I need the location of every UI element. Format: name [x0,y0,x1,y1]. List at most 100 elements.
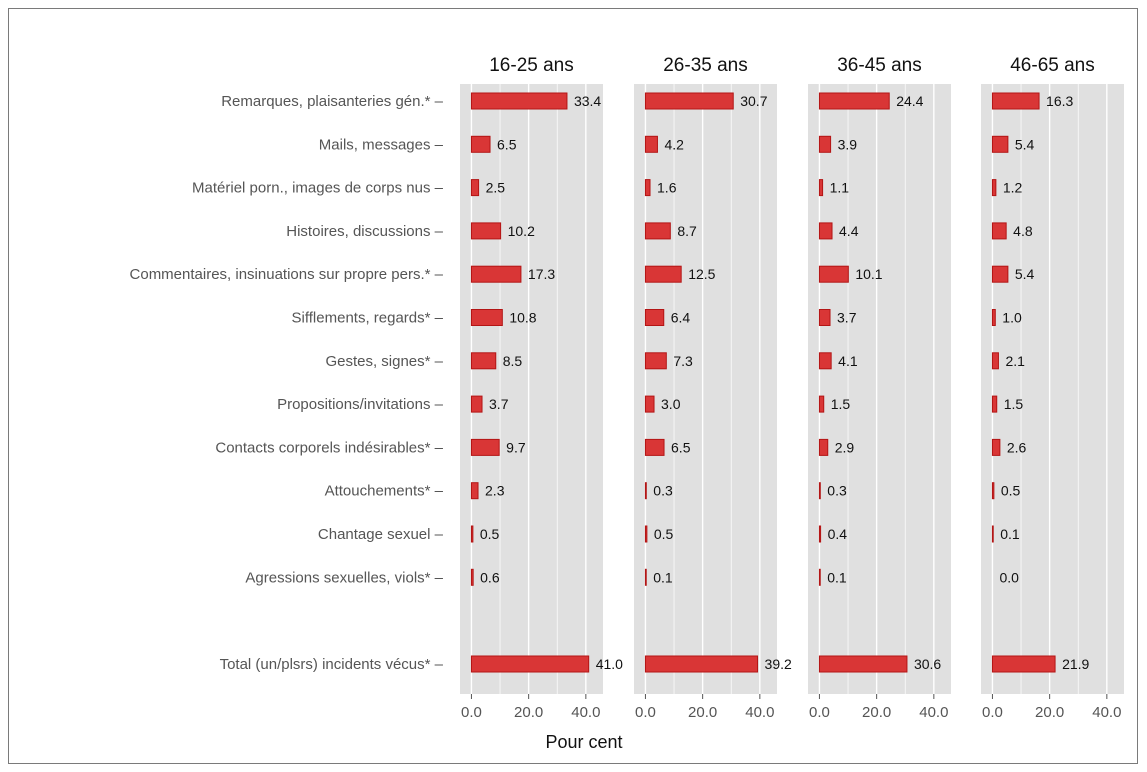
bar [818,525,822,543]
category-label: Total (un/plsrs) incidents vécus* – [220,656,444,673]
data-label: 2.3 [485,483,505,499]
category-label: Mails, messages – [319,136,444,153]
bar [644,352,667,370]
data-label: 3.9 [838,136,858,152]
panel-background [634,84,777,694]
data-label: 1.5 [1004,396,1024,412]
data-label: 2.1 [1005,353,1025,369]
data-label: 6.4 [671,310,691,326]
bar [818,568,821,586]
bar [644,655,759,673]
panel-background [460,84,603,694]
bar [991,395,998,413]
bar [644,309,665,326]
data-label: 24.4 [896,93,923,109]
bar [818,395,825,413]
data-label: 1.2 [1003,180,1023,196]
bar [991,265,1009,283]
bar [991,222,1007,240]
data-label: 0.5 [654,526,674,542]
facet-title: 16-25 ans [489,55,574,76]
bar [644,438,665,456]
bar [818,135,832,153]
data-label: 0.0 [999,569,1019,585]
bar [818,179,824,197]
facet-panel: 46-65 ans 16.3 5.4 1.2 4.8 5.4 1.0 2.1 1.5 2.6 0.5… [981,55,1124,721]
data-label: 4.8 [1013,223,1033,239]
data-label: 8.5 [503,353,523,369]
bar [644,222,671,240]
x-axis-label: Pour cent [545,732,622,752]
category-label: Propositions/invitations – [277,396,444,413]
category-label: Gestes, signes* – [325,353,443,370]
category-label: Matériel porn., images de corps nus – [192,180,444,197]
facet-panel: 36-45 ans 24.4 3.9 1.1 4.4 10.1 3.7 4.1 1.5 2.9 0.… [808,55,951,721]
x-tick-label: 20.0 [514,704,543,721]
data-label: 10.2 [508,223,535,239]
x-tick-label: 40.0 [1092,704,1121,721]
data-label: 5.4 [1015,136,1035,152]
bar [644,395,655,413]
x-tick-label: 40.0 [745,704,774,721]
data-label: 6.5 [671,439,691,455]
category-label: Chantage sexuel – [318,526,444,543]
panel-background [808,84,951,694]
bar [644,482,647,500]
data-label: 8.7 [677,223,697,239]
data-label: 1.5 [831,396,851,412]
facet-title: 46-65 ans [1010,55,1095,76]
data-label: 4.4 [839,223,859,239]
x-tick-label: 0.0 [982,704,1003,721]
bar [991,179,997,197]
bar [991,525,994,543]
bar [818,309,831,326]
bar [991,482,995,500]
bar [818,222,833,240]
bar [644,135,658,153]
data-label: 1.0 [1002,310,1022,326]
data-label: 2.9 [835,439,855,455]
data-label: 3.7 [837,310,857,326]
bar [991,438,1001,456]
bar [470,309,503,326]
faceted-bar-chart: 16-25 ans 33.4 6.5 2.5 10.2 17.3 10.8 8.5 3.7 9.7… [130,55,1124,752]
x-tick-label: 20.0 [1035,704,1064,721]
data-label: 30.7 [740,93,767,109]
facet-panel: 26-35 ans 30.7 4.2 1.6 8.7 12.5 6.4 7.3 3.0 6.5 0.… [634,55,792,721]
bar [818,265,849,283]
bar [644,525,648,543]
data-label: 17.3 [528,266,555,282]
x-tick-label: 20.0 [688,704,717,721]
data-label: 10.1 [855,266,882,282]
bar [644,179,651,197]
bar [470,92,568,110]
bar [991,309,996,326]
x-tick-label: 0.0 [635,704,656,721]
bar [991,655,1056,673]
chart-frame: 16-25 ans 33.4 6.5 2.5 10.2 17.3 10.8 8.5 3.7 9.7… [8,8,1138,764]
panel-background [981,84,1124,694]
bar [644,265,682,283]
data-label: 2.5 [486,180,506,196]
bar [470,655,590,673]
data-label: 0.1 [1000,526,1020,542]
bar [818,482,821,500]
bar [644,92,734,110]
data-label: 6.5 [497,136,517,152]
data-label: 10.8 [509,310,536,326]
x-tick-label: 20.0 [862,704,891,721]
bar [991,352,999,370]
category-label: Attouchements* – [325,483,444,500]
data-label: 0.3 [653,483,673,499]
bar [470,438,500,456]
bar [991,135,1009,153]
category-label: Agressions sexuelles, viols* – [245,569,443,586]
category-label: Histoires, discussions – [286,223,443,240]
bar [470,179,480,197]
data-label: 0.1 [827,569,847,585]
data-label: 41.0 [596,656,623,672]
bar [818,655,908,673]
data-label: 0.3 [827,483,847,499]
bar [470,352,497,370]
facet-title: 36-45 ans [837,55,922,76]
